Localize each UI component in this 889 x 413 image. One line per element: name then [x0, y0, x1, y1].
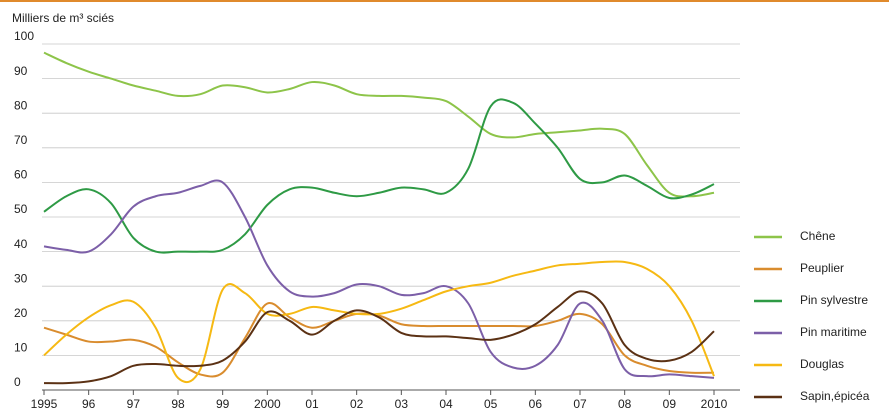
- y-tick-label: 100: [14, 29, 34, 43]
- x-tick-label: 09: [663, 397, 677, 411]
- series-line: [43, 290, 715, 385]
- series-line: [43, 51, 715, 198]
- x-tick-label: 08: [618, 397, 632, 411]
- top-border: [0, 0, 889, 2]
- x-tick-label: 07: [573, 397, 587, 411]
- x-tick-label: 06: [529, 397, 543, 411]
- x-tick-label: 99: [216, 397, 230, 411]
- y-tick-label: 90: [14, 64, 28, 78]
- x-tick-label: 2000: [254, 397, 281, 411]
- y-tick-label: 30: [14, 271, 28, 285]
- y-tick-label: 10: [14, 341, 28, 355]
- legend-label: Douglas: [800, 357, 844, 371]
- x-tick-label: 1995: [31, 397, 58, 411]
- series-line: [43, 260, 715, 384]
- series-line: [43, 301, 715, 378]
- legend-label: Pin sylvestre: [800, 293, 868, 307]
- x-tick-label: 03: [395, 397, 409, 411]
- x-tick-label: 2010: [701, 397, 728, 411]
- y-tick-label: 20: [14, 306, 28, 320]
- y-tick-label: 70: [14, 133, 28, 147]
- x-tick-label: 01: [305, 397, 319, 411]
- x-tick-label: 02: [350, 397, 364, 411]
- chart-title: Milliers de m³ sciés: [12, 11, 114, 25]
- x-tick-label: 05: [484, 397, 498, 411]
- x-tick-label: 97: [127, 397, 141, 411]
- y-tick-label: 50: [14, 202, 28, 216]
- y-tick-label: 0: [14, 375, 21, 389]
- legend-label: Peuplier: [800, 261, 844, 275]
- y-tick-label: 80: [14, 98, 28, 112]
- legend-label: Pin maritime: [800, 325, 867, 339]
- x-tick-label: 96: [82, 397, 96, 411]
- legend-label: Sapin,épicéa: [800, 389, 870, 403]
- legend-label: Chêne: [800, 229, 836, 243]
- y-tick-label: 60: [14, 168, 28, 182]
- series-line: [43, 179, 715, 379]
- series-line: [43, 98, 715, 254]
- x-tick-label: 04: [439, 397, 453, 411]
- x-tick-label: 98: [171, 397, 185, 411]
- y-tick-label: 40: [14, 237, 28, 251]
